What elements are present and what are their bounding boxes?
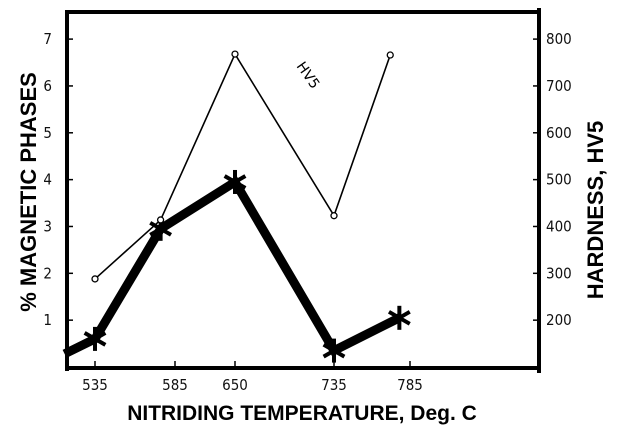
hv5-circle-marker bbox=[386, 51, 394, 59]
star-stroke bbox=[387, 310, 411, 326]
star-stroke bbox=[322, 342, 346, 359]
y-right-tick-label: 200 bbox=[546, 311, 572, 329]
y-right-axis-label: HARDNESS, HV5 bbox=[583, 121, 608, 299]
hv5-circle-marker bbox=[330, 212, 338, 220]
magnetic-phases-star-marker bbox=[223, 169, 247, 194]
hv5-line bbox=[94, 52, 391, 280]
magnetic-phases-star-marker bbox=[387, 305, 411, 330]
y-left-tick-label: 6 bbox=[43, 77, 52, 95]
y-left-tick-label: 2 bbox=[43, 264, 52, 282]
y-right-tick-label: 800 bbox=[546, 30, 572, 48]
y-left-tick-label: 5 bbox=[43, 124, 52, 142]
y-left-tick-label: 4 bbox=[43, 171, 52, 189]
hv5-circle-marker bbox=[91, 275, 99, 283]
y-right-tick-label: 600 bbox=[546, 124, 572, 142]
y-left-tick-label: 1 bbox=[43, 311, 52, 329]
y-left-tick-label: 3 bbox=[43, 217, 52, 235]
hv5-circle-marker bbox=[156, 216, 165, 224]
x-tick-label: 650 bbox=[222, 376, 248, 394]
magnetic-phases-star-marker bbox=[322, 338, 346, 363]
y-right-tick-label: 700 bbox=[546, 77, 572, 95]
y-left-axis-label: % MAGNETIC PHASES bbox=[16, 72, 41, 312]
y-left-tick-label: 7 bbox=[43, 30, 52, 48]
magnetic-phases-line bbox=[62, 175, 402, 358]
hv5-circle-marker bbox=[231, 50, 239, 58]
y-right-tick-label: 500 bbox=[546, 171, 572, 189]
x-tick-label: 535 bbox=[82, 376, 108, 394]
x-tick-label: 735 bbox=[321, 376, 347, 394]
star-stroke bbox=[83, 331, 107, 347]
x-axis-label: NITRIDING TEMPERATURE, Deg. C bbox=[127, 402, 477, 425]
x-tick-label: 785 bbox=[397, 376, 423, 394]
star-stroke bbox=[149, 221, 172, 237]
plot-frame bbox=[65, 8, 541, 373]
x-tick-label: 585 bbox=[162, 376, 188, 394]
y-right-tick-label: 300 bbox=[546, 264, 572, 282]
magnetic-phases-star-marker bbox=[83, 326, 107, 351]
y-right-tick-label: 400 bbox=[546, 217, 572, 235]
star-stroke bbox=[223, 174, 247, 190]
hv5-annotation: HV5 bbox=[293, 59, 323, 92]
